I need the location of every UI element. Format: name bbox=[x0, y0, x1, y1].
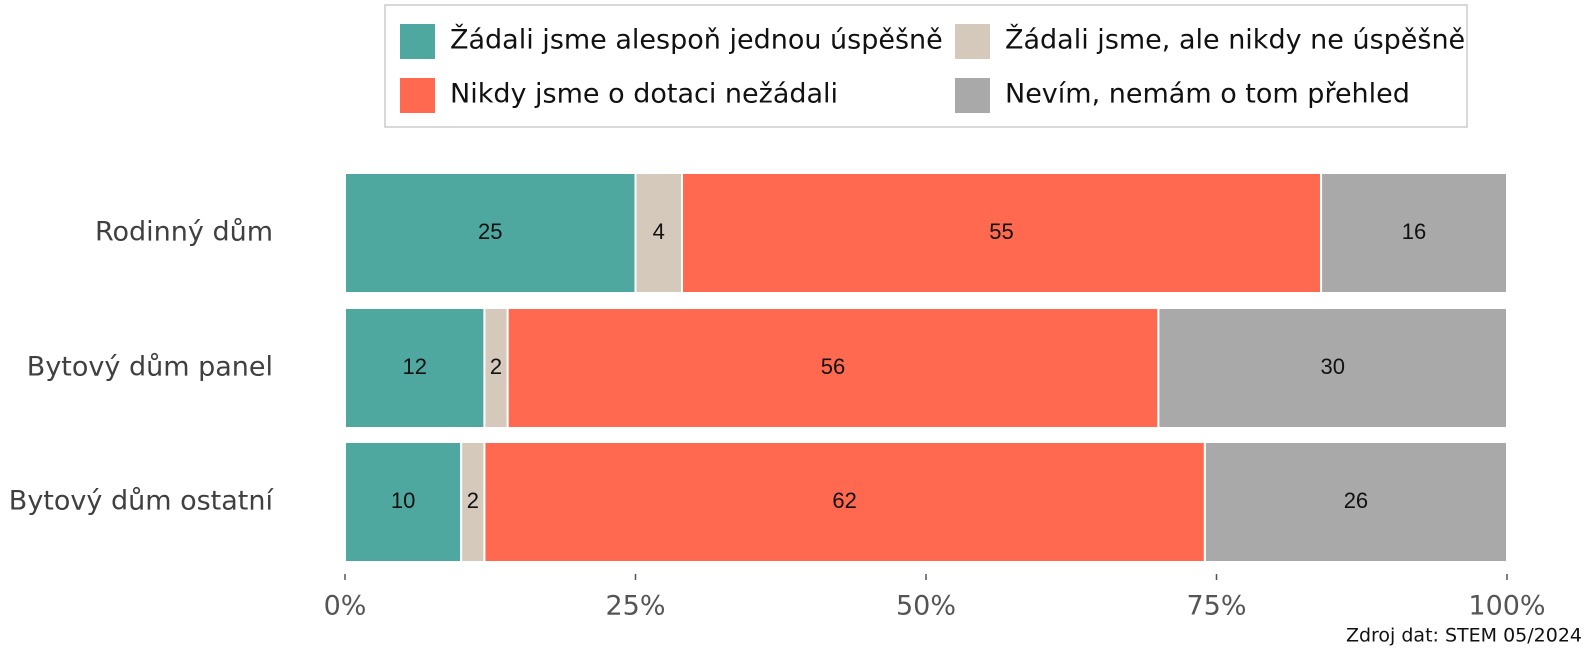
legend-label: Nevím, nemám o tom přehled bbox=[1005, 79, 1410, 110]
data-label: 26 bbox=[1344, 488, 1368, 513]
data-label: 4 bbox=[653, 219, 665, 244]
x-tick-label: 100% bbox=[1468, 591, 1545, 622]
bar-segment bbox=[1320, 172, 1508, 294]
legend-swatch bbox=[955, 24, 990, 59]
bar-segment bbox=[483, 441, 1206, 563]
data-label: 2 bbox=[467, 488, 479, 513]
x-tick-label: 50% bbox=[896, 591, 956, 622]
bar-segment bbox=[344, 172, 637, 294]
data-label: 56 bbox=[821, 354, 845, 379]
bar-segment bbox=[506, 307, 1160, 429]
source-note: Zdroj dat: STEM 05/2024 bbox=[1346, 625, 1582, 647]
legend-label: Nikdy jsme o dotaci nežádali bbox=[450, 79, 838, 110]
bar-segment bbox=[344, 307, 486, 429]
y-tick-label: Bytový dům panel bbox=[27, 352, 273, 383]
bar-segment bbox=[1157, 307, 1509, 429]
x-tick-label: 75% bbox=[1186, 591, 1246, 622]
data-label: 12 bbox=[402, 354, 426, 379]
bar-segment bbox=[344, 441, 463, 563]
data-label: 2 bbox=[490, 354, 502, 379]
data-label: 30 bbox=[1320, 354, 1344, 379]
data-label: 25 bbox=[478, 219, 502, 244]
legend-label: Žádali jsme, ale nikdy ne úspěšně bbox=[1005, 24, 1465, 56]
bar-segment bbox=[1203, 441, 1508, 563]
legend-box bbox=[384, 4, 1468, 128]
legend-swatch bbox=[400, 24, 435, 59]
legend-label: Žádali jsme alespoň jednou úspěšně bbox=[450, 24, 943, 56]
data-label: 10 bbox=[391, 488, 415, 513]
x-tick-label: 0% bbox=[324, 591, 367, 622]
bar-segment bbox=[634, 172, 683, 294]
y-tick-label: Bytový dům ostatní bbox=[9, 486, 275, 517]
bar-segment bbox=[680, 172, 1323, 294]
x-tick-label: 25% bbox=[605, 591, 665, 622]
data-label: 55 bbox=[989, 219, 1013, 244]
data-label: 16 bbox=[1402, 219, 1426, 244]
legend-swatch bbox=[955, 78, 990, 113]
y-tick-label: Rodinný dům bbox=[95, 217, 273, 248]
legend-swatch bbox=[400, 78, 435, 113]
data-label: 62 bbox=[832, 488, 856, 513]
